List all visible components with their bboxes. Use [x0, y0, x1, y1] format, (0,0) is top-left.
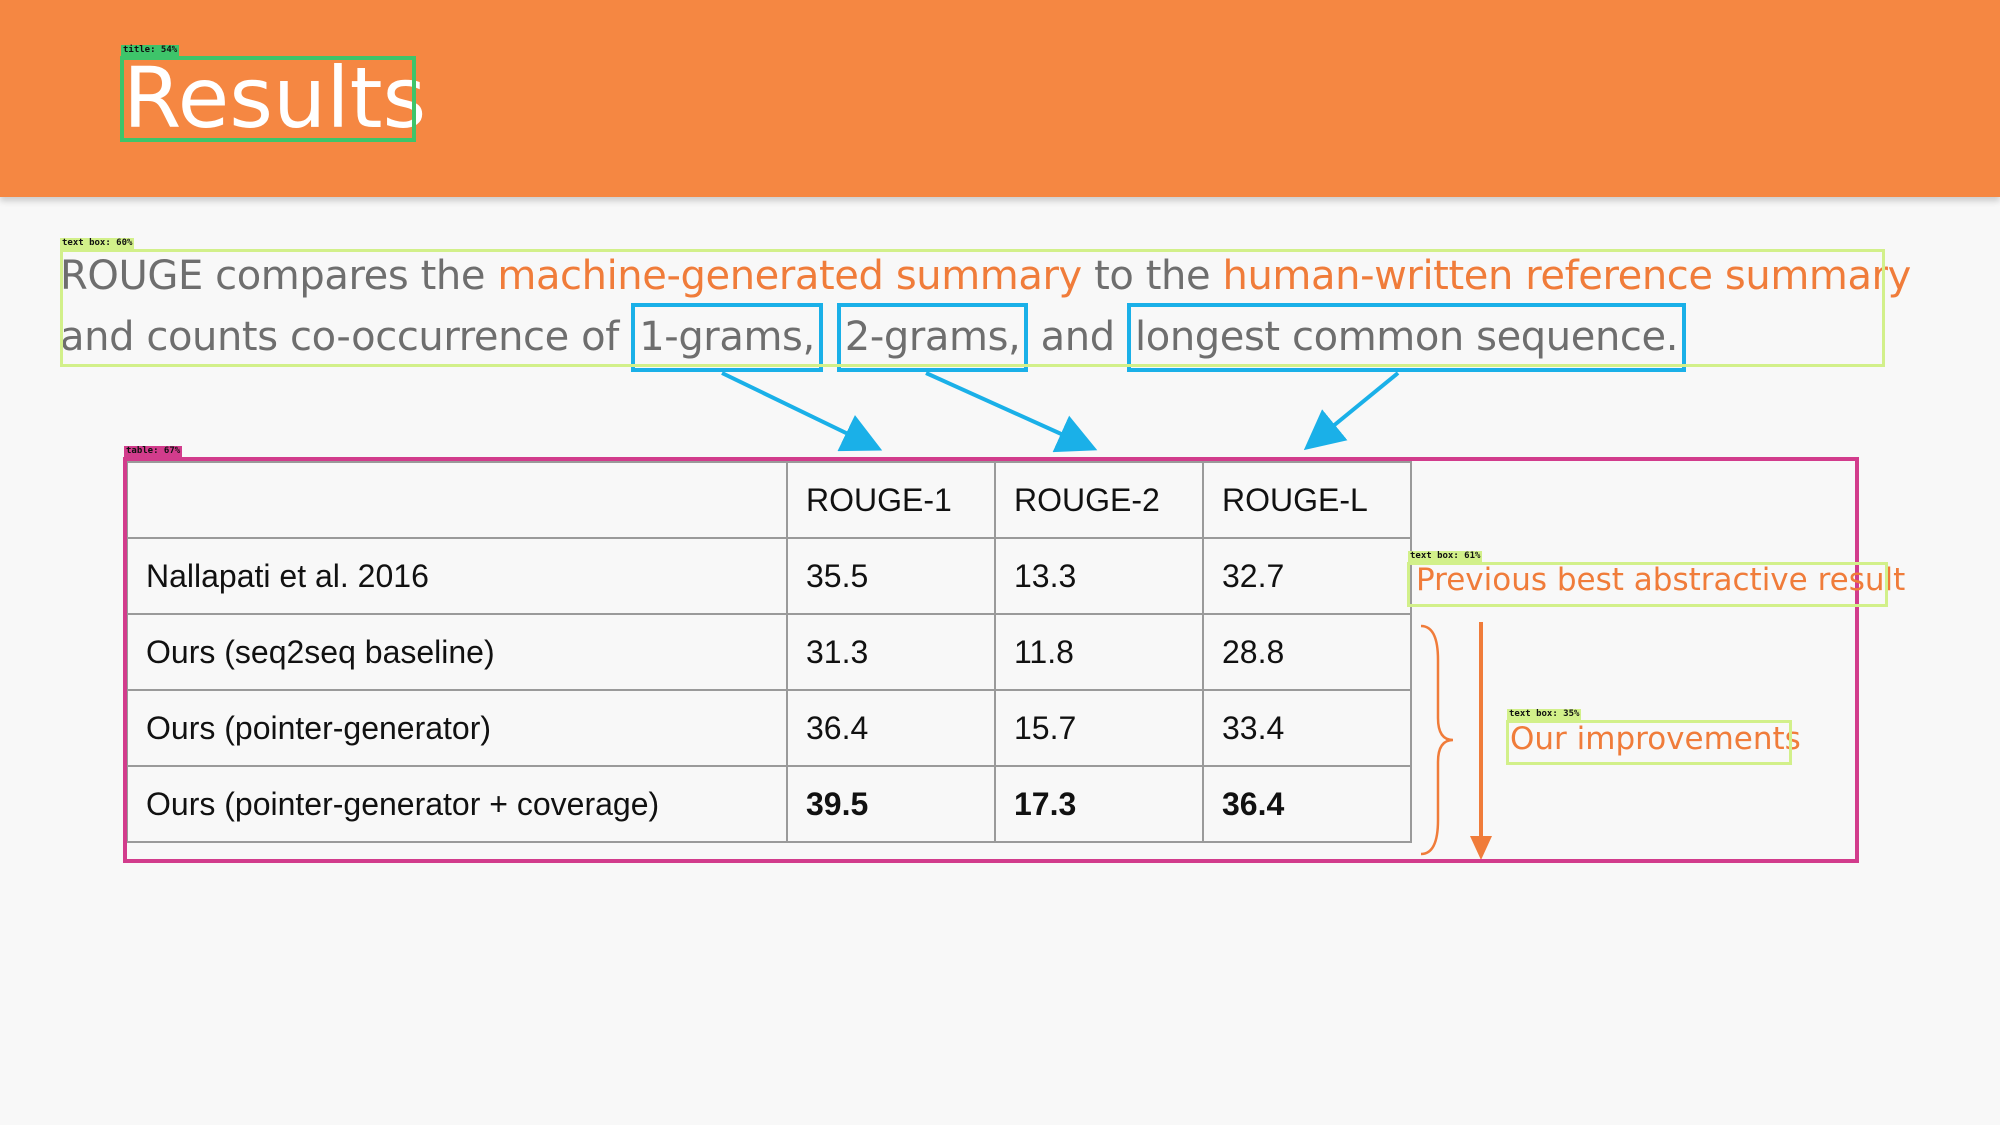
intro-text: and counts co-occurrence of	[60, 314, 632, 360]
rouge-2-cell: 17.3	[994, 765, 1204, 843]
rouge-1-cell: 31.3	[786, 613, 996, 691]
model-name-cell: Nallapati et al. 2016	[126, 537, 788, 615]
model-name-cell: Ours (seq2seq baseline)	[126, 613, 788, 691]
rouge-2-cell: 13.3	[994, 537, 1204, 615]
arrow-2-grams	[925, 371, 1098, 453]
detection-box-improvements	[1506, 720, 1792, 765]
improvements-brace	[1420, 624, 1454, 856]
table-row: Ours (pointer-generator) 36.4 15.7 33.4	[126, 689, 1412, 767]
arrow-1-grams	[721, 371, 883, 452]
intro-text: and	[1028, 314, 1128, 360]
table-header-row: ROUGE-1 ROUGE-2 ROUGE-L	[126, 461, 1412, 539]
detection-box-text	[60, 249, 1885, 367]
table-row: Nallapati et al. 2016 35.5 13.3 32.7	[126, 537, 1412, 615]
improvements-arrowhead	[1470, 836, 1492, 860]
rouge-l-cell: 33.4	[1202, 689, 1412, 767]
detection-box-title	[120, 56, 416, 142]
detection-label-title: title: 54%	[121, 45, 180, 56]
rouge-l-cell: 28.8	[1202, 613, 1412, 691]
rouge-2-cell: 15.7	[994, 689, 1204, 767]
rouge-l-cell: 32.7	[1202, 537, 1412, 615]
detection-label-improvements: text box: 35%	[1507, 709, 1582, 720]
model-name-cell: Ours (pointer-generator)	[126, 689, 788, 767]
detection-box-previous	[1407, 562, 1888, 607]
slide-title: Results	[123, 49, 427, 147]
keyword-longest-common-sequence: longest common sequence.	[1127, 303, 1687, 372]
header-cell: ROUGE-1	[786, 461, 996, 539]
rouge-l-cell: 36.4	[1202, 765, 1412, 843]
detection-label-table: table: 67%	[124, 446, 183, 457]
detection-box-table	[123, 457, 1859, 863]
header-cell	[126, 461, 788, 539]
arrow-lcs	[1303, 371, 1400, 451]
rouge-1-cell: 36.4	[786, 689, 996, 767]
detection-label-text: text box: 60%	[60, 238, 135, 249]
header-cell: ROUGE-2	[994, 461, 1204, 539]
results-table: ROUGE-1 ROUGE-2 ROUGE-L Nallapati et al.…	[126, 461, 1412, 843]
highlight-machine-summary: machine-generated summary	[497, 253, 1082, 299]
intro-line-1: ROUGE compares the machine-generated sum…	[60, 246, 1911, 307]
rouge-2-cell: 11.8	[994, 613, 1204, 691]
keyword-2-grams: 2-grams,	[836, 303, 1029, 372]
detection-label-previous: text box: 61%	[1408, 551, 1483, 562]
intro-paragraph: ROUGE compares the machine-generated sum…	[60, 246, 1911, 372]
note-improvements: Our improvements	[1510, 721, 1801, 757]
table-row: Ours (pointer-generator + coverage) 39.5…	[126, 765, 1412, 843]
rouge-1-cell: 39.5	[786, 765, 996, 843]
intro-line-2: and counts co-occurrence of 1-grams, 2-gr…	[60, 303, 1880, 372]
slide-header	[0, 0, 2000, 197]
intro-text: to the	[1081, 253, 1223, 299]
intro-text: ROUGE compares the	[60, 253, 498, 299]
keyword-1-grams: 1-grams,	[631, 303, 823, 372]
highlight-reference-summary: human-written reference summary	[1222, 253, 1912, 299]
model-name-cell: Ours (pointer-generator + coverage)	[126, 765, 788, 843]
note-previous-best: Previous best abstractive result	[1416, 562, 1906, 598]
header-cell: ROUGE-L	[1202, 461, 1412, 539]
table-row: Ours (seq2seq baseline) 31.3 11.8 28.8	[126, 613, 1412, 691]
rouge-1-cell: 35.5	[786, 537, 996, 615]
